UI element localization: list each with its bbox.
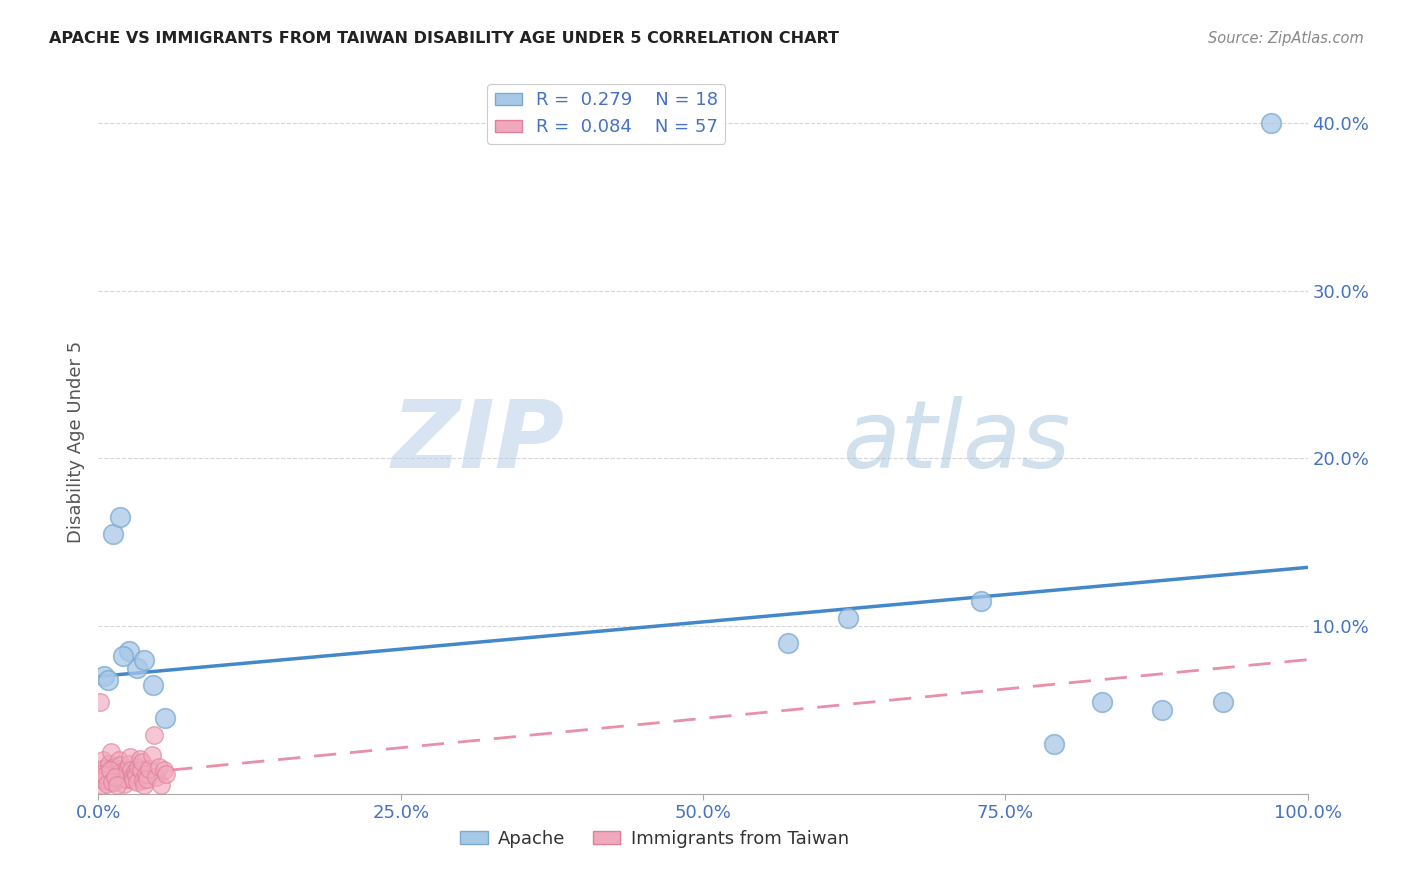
Point [97, 766, 120, 780]
Point [112, 777, 135, 791]
Point [91, 753, 114, 767]
Point [127, 760, 149, 774]
Point [1260, 116, 1282, 130]
Point [120, 764, 142, 778]
Point [98, 764, 121, 778]
Point [115, 772, 138, 786]
Text: ZIP: ZIP [391, 395, 564, 488]
Point [131, 755, 153, 769]
Point [114, 766, 136, 780]
Point [111, 770, 134, 784]
Point [138, 762, 160, 776]
Point [776, 636, 799, 650]
Point [111, 649, 134, 664]
Point [1091, 695, 1114, 709]
Point [122, 773, 145, 788]
Point [117, 762, 139, 776]
Legend: Apache, Immigrants from Taiwan: Apache, Immigrants from Taiwan [453, 823, 856, 855]
Point [118, 756, 141, 771]
Point [143, 728, 166, 742]
Point [142, 678, 165, 692]
Point [101, 775, 124, 789]
Point [94, 770, 117, 784]
Point [118, 750, 141, 764]
Point [97, 673, 120, 687]
Point [148, 760, 170, 774]
Y-axis label: Disability Age Under 5: Disability Age Under 5 [66, 341, 84, 542]
Point [98, 756, 121, 771]
Point [150, 779, 173, 793]
Point [110, 765, 132, 780]
Point [108, 753, 131, 767]
Point [125, 768, 148, 782]
Point [1042, 737, 1064, 751]
Point [96, 773, 118, 788]
Point [93, 762, 115, 776]
Point [101, 772, 124, 786]
Point [91, 779, 114, 793]
Point [107, 764, 129, 778]
Point [153, 711, 176, 725]
Point [100, 745, 122, 759]
Point [124, 765, 146, 780]
Point [105, 768, 128, 782]
Point [134, 779, 156, 793]
Point [127, 661, 149, 675]
Point [132, 773, 155, 788]
Point [96, 777, 118, 791]
Point [93, 669, 115, 683]
Point [105, 779, 128, 793]
Point [108, 510, 131, 524]
Point [135, 766, 157, 780]
Point [1152, 703, 1174, 717]
Point [104, 770, 127, 784]
Point [970, 594, 993, 608]
Point [128, 751, 150, 765]
Point [141, 748, 163, 763]
Point [145, 770, 167, 784]
Point [103, 760, 125, 774]
Point [837, 610, 859, 624]
Point [90, 766, 112, 780]
Point [90, 770, 112, 784]
Point [101, 526, 124, 541]
Point [94, 768, 117, 782]
Point [118, 644, 141, 658]
Text: atlas: atlas [842, 396, 1070, 487]
Point [121, 770, 143, 784]
Point [155, 766, 177, 780]
Point [127, 775, 149, 789]
Point [135, 772, 157, 786]
Point [108, 758, 131, 772]
Point [89, 762, 111, 776]
Point [1212, 695, 1234, 709]
Point [89, 695, 111, 709]
Text: APACHE VS IMMIGRANTS FROM TAIWAN DISABILITY AGE UNDER 5 CORRELATION CHART: APACHE VS IMMIGRANTS FROM TAIWAN DISABIL… [49, 31, 839, 46]
Point [152, 764, 174, 778]
Text: Source: ZipAtlas.com: Source: ZipAtlas.com [1208, 31, 1364, 46]
Point [104, 775, 127, 789]
Point [134, 653, 156, 667]
Point [91, 773, 114, 788]
Point [100, 765, 122, 780]
Point [129, 764, 152, 778]
